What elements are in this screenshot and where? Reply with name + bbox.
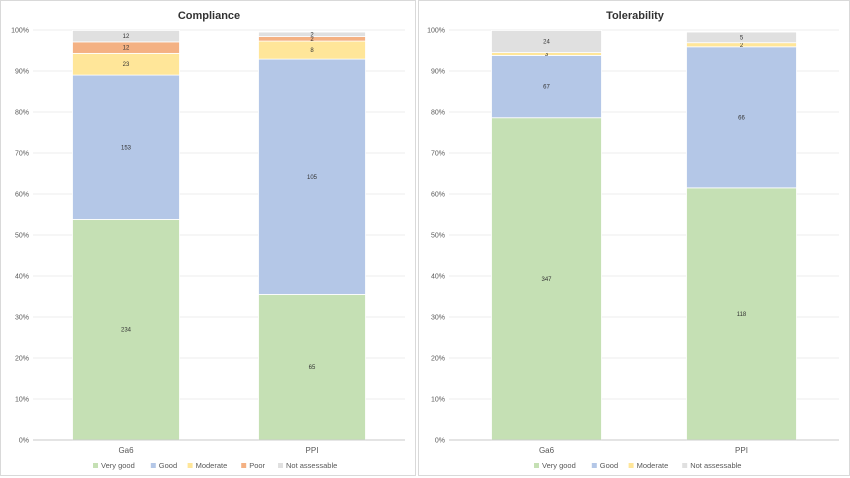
data-label: 12 bbox=[123, 34, 130, 40]
x-tick-label: Ga6 bbox=[118, 446, 134, 455]
data-label: 5 bbox=[740, 35, 744, 41]
x-tick-label: Ga6 bbox=[539, 446, 555, 455]
bar-segment-good bbox=[686, 46, 797, 189]
data-label: 66 bbox=[738, 115, 745, 121]
data-label: 12 bbox=[123, 46, 130, 52]
legend-swatch bbox=[93, 463, 98, 468]
data-label: 153 bbox=[121, 145, 132, 151]
bar-segment-very-good bbox=[258, 294, 366, 441]
legend-label: Not assessable bbox=[286, 461, 337, 470]
data-label: 2 bbox=[310, 37, 314, 43]
y-tick-label: 30% bbox=[431, 315, 445, 322]
data-label: 67 bbox=[543, 85, 550, 91]
legend-swatch bbox=[187, 463, 193, 468]
y-tick-label: 100% bbox=[11, 28, 29, 35]
bar-segment-not-assessable bbox=[72, 30, 180, 43]
legend-swatch bbox=[278, 463, 283, 468]
y-tick-label: 50% bbox=[15, 233, 29, 240]
y-tick-label: 20% bbox=[15, 356, 29, 363]
legend-item-very-good: Very good bbox=[534, 461, 576, 470]
legend-swatch bbox=[150, 463, 156, 468]
legend-swatch bbox=[682, 463, 688, 468]
bar-segment-not-assessable bbox=[686, 31, 797, 44]
compliance-chart: Compliance 0% 10% 20% 30% 40% 50% 60% 70% 80% 90% 1… bbox=[11, 10, 405, 470]
data-label: 8 bbox=[310, 48, 314, 54]
y-tick-label: 30% bbox=[15, 315, 29, 322]
y-tick-label: 70% bbox=[15, 151, 29, 158]
y-tick-label: 0% bbox=[19, 438, 29, 445]
data-label: 65 bbox=[309, 365, 316, 371]
tolerability-chart-panel: Tolerability 0% 10% 20% 30% 40% 50% 60% 70% 80% 90… bbox=[418, 0, 850, 476]
legend-item-moderate: Moderate bbox=[187, 461, 228, 470]
x-tick-label: PPI bbox=[306, 446, 319, 455]
legend-label: Not assessable bbox=[690, 461, 741, 470]
legend-item-not-assessable: Not assessable bbox=[682, 461, 741, 470]
y-tick-label: 90% bbox=[431, 69, 445, 76]
bar-segment-good bbox=[491, 55, 602, 119]
y-tick-label: 50% bbox=[431, 233, 445, 240]
legend-swatch bbox=[591, 463, 597, 468]
y-tick-label: 80% bbox=[431, 110, 445, 117]
compliance-chart-panel: Compliance 0% 10% 20% 30% 40% 50% 60% 70% 80% 90% 1… bbox=[0, 0, 416, 476]
y-tick-label: 80% bbox=[15, 110, 29, 117]
legend-item-good: Good bbox=[591, 461, 618, 470]
legend-label: Very good bbox=[101, 461, 135, 470]
legend-item-moderate: Moderate bbox=[628, 461, 669, 470]
legend-label: Very good bbox=[542, 461, 576, 470]
legend-label: Poor bbox=[249, 461, 265, 470]
data-label: 23 bbox=[123, 62, 130, 68]
bar-segment-very-good bbox=[491, 117, 602, 441]
bar-segment-good bbox=[72, 74, 180, 220]
bar-segment-not-assessable bbox=[491, 30, 602, 53]
data-label: 347 bbox=[541, 277, 552, 283]
legend-item-not-assessable: Not assessable bbox=[278, 461, 337, 470]
legend-label: Moderate bbox=[196, 461, 228, 470]
data-label: 118 bbox=[737, 312, 747, 318]
y-tick-label: 60% bbox=[15, 192, 29, 199]
y-tick-label: 90% bbox=[15, 69, 29, 76]
y-tick-label: 40% bbox=[15, 274, 29, 281]
y-tick-label: 10% bbox=[431, 397, 445, 404]
data-label: 3 bbox=[545, 52, 549, 58]
tolerability-chart: Tolerability 0% 10% 20% 30% 40% 50% 60% 70% 80% 90… bbox=[427, 10, 839, 470]
y-tick-label: 100% bbox=[427, 28, 445, 35]
legend-item-good: Good bbox=[150, 461, 177, 470]
data-label: 234 bbox=[121, 328, 132, 334]
data-label: 105 bbox=[307, 175, 318, 181]
data-label: 2 bbox=[310, 32, 314, 38]
legend-label: Good bbox=[159, 461, 177, 470]
y-tick-label: 70% bbox=[431, 151, 445, 158]
legend-item-poor: Poor bbox=[241, 461, 266, 470]
legend-swatch bbox=[628, 463, 634, 468]
bar-segment-very-good bbox=[72, 219, 180, 441]
y-tick-label: 60% bbox=[431, 192, 445, 199]
legend-swatch bbox=[534, 463, 539, 468]
y-tick-label: 40% bbox=[431, 274, 445, 281]
bar-segment-very-good bbox=[686, 187, 797, 441]
y-tick-label: 20% bbox=[431, 356, 445, 363]
legend-item-very-good: Very good bbox=[93, 461, 135, 470]
legend-label: Moderate bbox=[637, 461, 669, 470]
bar-segment-not-assessable bbox=[258, 31, 366, 37]
legend-label: Good bbox=[600, 461, 618, 470]
data-label: 2 bbox=[740, 43, 744, 49]
bar-segment-good bbox=[258, 58, 366, 295]
y-tick-label: 10% bbox=[15, 397, 29, 404]
chart-title: Compliance bbox=[178, 10, 240, 22]
y-tick-label: 0% bbox=[435, 438, 445, 445]
legend-swatch bbox=[241, 463, 247, 468]
data-label: 24 bbox=[543, 39, 550, 45]
chart-title: Tolerability bbox=[606, 10, 665, 22]
x-tick-label: PPI bbox=[735, 446, 748, 455]
